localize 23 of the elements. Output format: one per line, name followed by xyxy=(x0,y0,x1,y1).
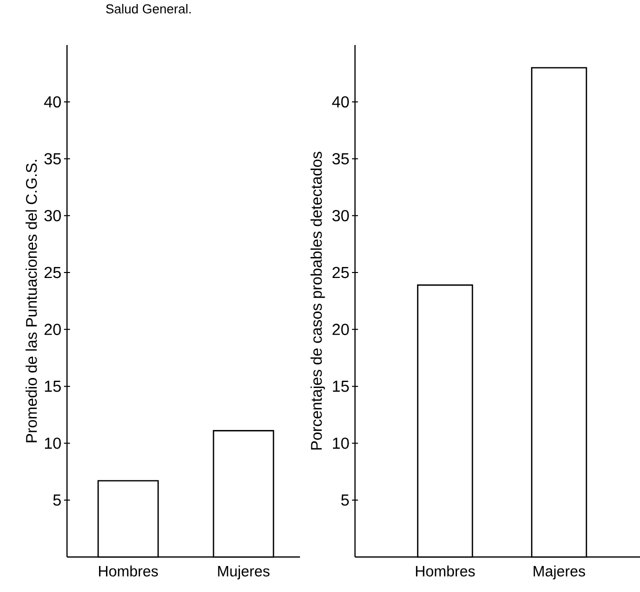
y-tick-label: 25 xyxy=(332,266,349,278)
y-axis-title: Porcentajes de casos probables detectados xyxy=(310,152,325,450)
y-tick-label: 40 xyxy=(332,96,349,108)
y-tick-label: 10 xyxy=(44,438,61,449)
y-tick-label: 15 xyxy=(44,380,61,392)
y-tick-label: 30 xyxy=(44,210,61,222)
y-tick-label: 40 xyxy=(44,96,61,108)
y-tick-label: 20 xyxy=(332,324,349,336)
y-tick-label: 5 xyxy=(53,494,61,506)
y-tick-label: 35 xyxy=(44,153,61,164)
x-tick-label: Hombres xyxy=(416,566,475,576)
y-tick-label: 35 xyxy=(332,153,349,164)
x-tick-label: Majeres xyxy=(534,566,586,580)
x-tick-label: Mujeres xyxy=(218,566,270,580)
y-axis-title: Promedio de las Puntuaciones del C.G.S. xyxy=(26,160,37,442)
y-tick-label: 15 xyxy=(332,380,349,392)
y-tick-label: 25 xyxy=(44,266,61,278)
y-tick-label: 20 xyxy=(44,324,61,336)
y-tick-label: 30 xyxy=(332,210,349,222)
x-tick-label: Hombres xyxy=(99,566,158,576)
y-tick-label: 10 xyxy=(332,438,349,449)
y-tick-label: 5 xyxy=(341,494,349,506)
chart-title: Salud General. xyxy=(106,4,191,14)
